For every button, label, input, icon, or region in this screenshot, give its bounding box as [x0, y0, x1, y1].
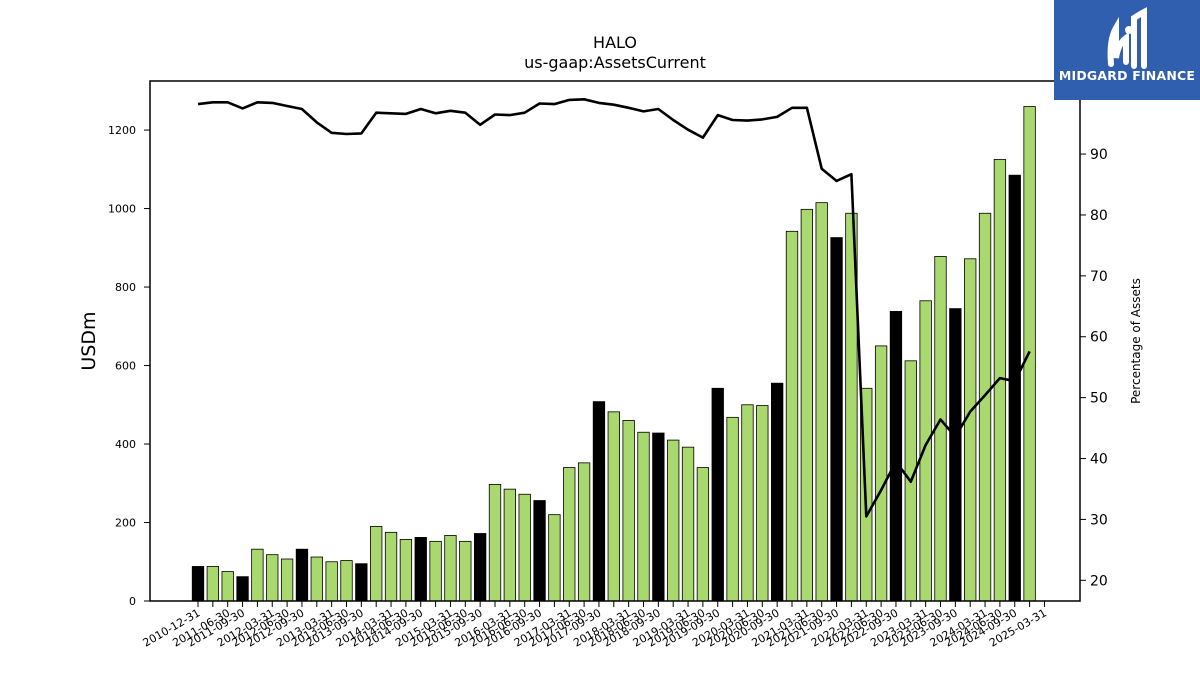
y-tick-label: 200	[115, 517, 136, 530]
y2-tick-label: 20	[1090, 573, 1108, 589]
y2-tick-label: 50	[1090, 391, 1108, 407]
bar-2015-12-31	[488, 484, 502, 602]
y-axis-right: 20 30 40 50 60 70 80 90	[1080, 147, 1108, 589]
bar-2012-03-31	[266, 554, 279, 602]
y2-tick-label: 90	[1090, 147, 1108, 163]
bar-2012-06-30	[280, 558, 294, 602]
bar-2010-12-31	[191, 566, 205, 602]
midgard-logo-icon	[1107, 7, 1147, 69]
bar-2022-06-30	[874, 345, 888, 602]
bar-2015-06-30	[459, 540, 472, 602]
y2-tick-label: 70	[1090, 269, 1108, 285]
bar-2014-09-30	[414, 537, 427, 602]
chart-title: HALO	[593, 33, 637, 52]
bar-2020-03-31	[741, 404, 754, 602]
bar-2012-09-30	[295, 548, 309, 602]
bar-2024-03-31	[978, 212, 992, 602]
bar-2020-09-30	[771, 382, 784, 602]
y2-tick-label: 60	[1090, 330, 1108, 346]
bar-2021-03-31	[800, 208, 813, 602]
bar-2016-03-31	[503, 488, 517, 602]
y-tick-label: 600	[115, 360, 136, 373]
bar-2017-09-30	[592, 401, 606, 602]
bar-2021-09-30	[830, 237, 843, 602]
bar-2018-06-30	[637, 431, 650, 602]
bar-2019-12-31	[726, 416, 739, 602]
bar-2014-12-31	[429, 540, 442, 602]
bar-2019-09-30	[711, 387, 724, 602]
bar-2015-09-30	[473, 533, 487, 602]
y-tick-label: 1000	[108, 203, 136, 216]
bar-2011-12-31	[251, 548, 264, 602]
plot-frame	[149, 80, 1081, 602]
y2-tick-label: 80	[1090, 208, 1108, 224]
y-tick-label: 400	[115, 438, 136, 451]
bar-2017-03-31	[563, 467, 576, 602]
bar-2018-03-31	[622, 420, 635, 602]
logo-text: MIDGARD FINANCE	[1058, 68, 1196, 83]
y2-axis-label: Percentage of Assets	[1129, 278, 1143, 404]
bar-2012-12-31	[310, 556, 323, 602]
y-tick-label: 1200	[108, 124, 136, 137]
bar-2013-06-30	[340, 560, 353, 602]
bar-2015-03-31	[444, 535, 457, 602]
bar-2022-09-30	[889, 310, 903, 602]
bar-2014-06-30	[399, 538, 413, 602]
bar-2020-06-30	[756, 405, 769, 602]
bar-2011-06-30	[221, 571, 234, 602]
bar-2023-09-30	[949, 308, 962, 602]
bar-2013-12-31	[370, 526, 383, 602]
bar-2021-06-30	[815, 202, 828, 602]
bar-2018-12-31	[667, 439, 680, 602]
bar-2018-09-30	[652, 432, 665, 602]
bar-2017-12-31	[607, 411, 620, 602]
bar-2023-12-31	[964, 258, 977, 602]
bar-2013-03-31	[325, 561, 338, 602]
y-axis-label: USDm	[78, 311, 100, 370]
bar-2019-06-30	[696, 467, 710, 602]
y2-tick-label: 30	[1090, 512, 1108, 528]
percentage-line	[197, 98, 1031, 518]
x-axis: 2010-12-312011-06-302011-09-302012-03-31…	[141, 601, 1049, 650]
bar-2011-09-30	[236, 576, 249, 602]
bar-2016-12-31	[548, 514, 561, 602]
midgard-finance-logo: MIDGARD FINANCE	[1054, 0, 1200, 100]
bar-2016-06-30	[518, 493, 531, 602]
y2-tick-label: 40	[1090, 452, 1108, 468]
bar-2013-09-30	[355, 563, 368, 602]
bar-2011-03-31	[206, 566, 220, 602]
y-tick-label: 0	[129, 595, 136, 608]
chart-subtitle: us-gaap:AssetsCurrent	[524, 53, 706, 72]
bar-2014-03-31	[384, 531, 398, 602]
y-axis-left: 0 200 400 600 800 1000 1200	[108, 124, 150, 608]
bar-2019-03-31	[681, 446, 695, 602]
bar-series	[191, 106, 1036, 602]
bar-2020-12-31	[785, 230, 799, 602]
y-tick-label: 800	[115, 281, 136, 294]
bar-2023-03-31	[919, 300, 932, 602]
bar-2024-09-30	[1008, 174, 1021, 602]
bar-2017-06-30	[577, 462, 591, 602]
bar-2016-09-30	[533, 500, 546, 602]
